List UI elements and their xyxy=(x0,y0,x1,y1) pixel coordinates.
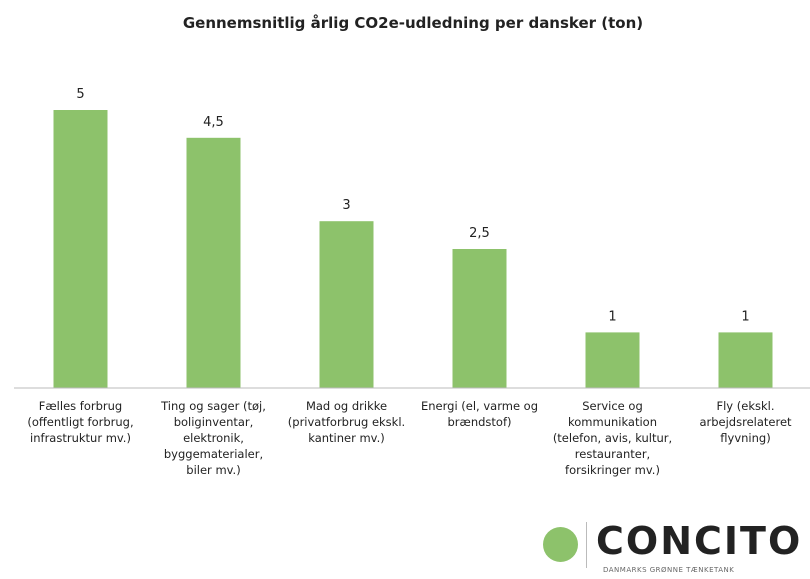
value-label: 2,5 xyxy=(469,226,490,241)
bar xyxy=(585,332,640,388)
bar xyxy=(452,249,507,388)
x-tick-label: Fly (ekskl. arbejdsrelateret flyvning) xyxy=(699,399,792,445)
logo-icon xyxy=(543,527,578,562)
value-label: 1 xyxy=(608,309,616,324)
chart-title: Gennemsnitlig årlig CO2e-udledning per d… xyxy=(183,14,643,32)
value-label: 3 xyxy=(342,198,350,213)
bar xyxy=(718,332,773,388)
logo-tagline: DANMARKS GRØNNE TÆNKETANK xyxy=(603,566,735,574)
bar xyxy=(53,110,108,388)
x-tick-label: Fælles forbrug (offentligt forbrug, infr… xyxy=(27,399,134,445)
value-label: 4,5 xyxy=(203,115,224,130)
bar xyxy=(319,221,374,388)
x-tick-label: Mad og drikke (privatforbrug ekskl. kant… xyxy=(287,399,406,445)
logo-separator xyxy=(586,522,587,568)
value-label: 5 xyxy=(76,87,84,102)
x-tick-label: Ting og sager (tøj, boliginventar, elekt… xyxy=(161,399,266,477)
x-tick-label: Energi (el, varme og brændstof) xyxy=(420,399,539,429)
x-tick-label: Service og kommunikation (telefon, avis,… xyxy=(552,399,673,477)
value-label: 1 xyxy=(741,309,749,324)
bar xyxy=(186,137,241,388)
logo-name: CONCITO xyxy=(596,519,803,563)
